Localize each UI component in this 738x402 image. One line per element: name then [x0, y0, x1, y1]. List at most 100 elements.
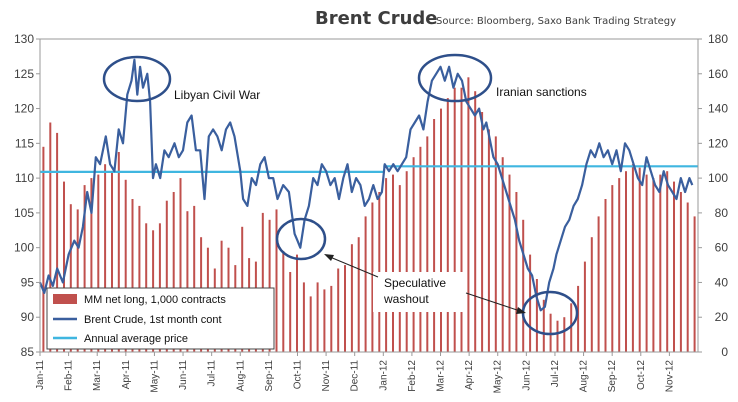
net-long-bar [446, 98, 449, 352]
net-long-bar [618, 178, 621, 352]
net-long-bar [186, 211, 189, 352]
net-long-bar [631, 164, 634, 352]
net-long-bar [453, 87, 456, 352]
net-long-bar [111, 172, 113, 352]
x-tick-label: Oct-12 [636, 360, 647, 390]
annotation-washout: washout [383, 292, 429, 306]
net-long-bar [392, 174, 394, 352]
net-long-bar [172, 192, 175, 352]
right-tick-label: 100 [708, 171, 728, 185]
x-tick-label: Sep-12 [607, 360, 618, 393]
net-long-bar [42, 146, 45, 352]
right-tick-label: 120 [708, 136, 728, 150]
legend-label-average: Annual average price [84, 333, 188, 345]
x-tick-label: Jan-12 [378, 360, 389, 391]
x-tick-label: Dec-11 [350, 360, 361, 392]
left-tick-label: 115 [15, 136, 34, 150]
net-long-bar [460, 87, 463, 352]
left-tick-label: 85 [21, 345, 35, 359]
net-long-bar [83, 185, 86, 352]
net-long-bar [179, 178, 182, 352]
net-long-bar [124, 179, 127, 352]
annual-average-lines [40, 165, 698, 173]
legend: MM net long, 1,000 contracts Brent Crude… [46, 287, 275, 350]
net-long-bar [289, 272, 292, 352]
brent-price-path [38, 58, 694, 312]
left-tick-label: 105 [14, 206, 34, 220]
net-long-bar [433, 119, 436, 352]
annotations: Libyan Civil War Iranian sanctions Specu… [102, 53, 587, 336]
chart-title: Brent Crude [315, 8, 437, 29]
arrow-to-oct-11 [329, 256, 379, 278]
net-long-bar [296, 254, 298, 352]
left-axis-ticks: 85 90 95 100 105 110 115 120 125 130 [14, 32, 40, 359]
net-long-bar [474, 91, 477, 352]
net-long-bar [323, 289, 326, 352]
net-long-bar [652, 178, 655, 352]
left-tick-label: 95 [21, 275, 35, 289]
net-long-bar [535, 279, 538, 352]
net-long-bar [487, 129, 490, 352]
x-tick-label: Jun-12 [521, 360, 532, 391]
chart-subtitle: Source: Bloomberg, Saxo Bank Trading Str… [436, 16, 676, 27]
oct-11-washout-ellipse [275, 217, 327, 261]
net-long-bar [309, 296, 312, 352]
net-long-bar [693, 216, 696, 352]
brent-price-line [38, 58, 694, 312]
x-tick-label: Jul-11 [207, 360, 218, 387]
net-long-bar [316, 282, 319, 352]
net-long-bar [63, 181, 65, 352]
net-long-bar [104, 164, 107, 352]
net-long-bar [440, 108, 442, 352]
net-long-bar [193, 205, 196, 352]
net-long-bar [611, 185, 614, 352]
net-long-bar [638, 167, 641, 352]
net-long-bar [90, 178, 93, 352]
x-tick-label: Feb-11 [64, 360, 75, 391]
net-long-bar [138, 205, 141, 352]
net-long-bar [666, 171, 669, 352]
net-long-bar [165, 200, 168, 352]
net-long-bar [590, 237, 593, 352]
left-tick-label: 110 [15, 171, 34, 185]
net-long-bar [542, 299, 545, 352]
net-long-bar [117, 152, 120, 352]
axes [39, 38, 699, 353]
x-tick-label: Sep-11 [264, 360, 275, 392]
net-long-bar [371, 202, 374, 352]
net-long-bar [673, 181, 675, 352]
net-long-bar [282, 251, 285, 352]
net-long-bar [330, 285, 333, 352]
x-tick-label: May-11 [149, 360, 160, 393]
x-tick-label: May-12 [493, 360, 504, 394]
speculative-washout-box [373, 272, 467, 312]
net-long-bar [577, 285, 580, 352]
left-tick-label: 90 [21, 310, 35, 324]
arrow-head-oct-11 [324, 254, 334, 261]
net-long-bar [501, 157, 504, 352]
arrow-head-jun-12 [516, 307, 526, 314]
net-long-bar [679, 192, 682, 352]
net-long-bar [131, 199, 134, 352]
x-tick-label: Nov-12 [664, 360, 675, 393]
net-long-bar [597, 216, 600, 352]
legend-label-bars: MM net long, 1,000 contracts [84, 294, 226, 306]
arrow-to-jun-12 [465, 292, 521, 312]
net-long-bar [563, 317, 566, 352]
legend-swatch-bars [53, 294, 77, 304]
legend-label-line: Brent Crude, 1st month cont [84, 314, 222, 326]
net-long-bar [357, 237, 360, 352]
x-axis-ticks: Jan-11 Feb-11 Mar-11 Apr-11 May-11 Jun-11 Jul-… [35, 352, 675, 393]
legend-box [46, 287, 275, 350]
net-long-bar [659, 174, 662, 352]
right-axis-ticks: 0 20 40 60 80 100 120 140 160 180 [698, 32, 728, 359]
net-long-bar [302, 282, 305, 352]
net-long-bar [97, 174, 100, 352]
net-long-bar [467, 77, 470, 353]
net-long-bar [419, 146, 422, 352]
right-tick-label: 140 [708, 102, 728, 116]
x-tick-label: Aug-11 [235, 360, 246, 392]
right-tick-label: 160 [708, 67, 728, 81]
annotation-speculative: Speculative [384, 276, 446, 290]
